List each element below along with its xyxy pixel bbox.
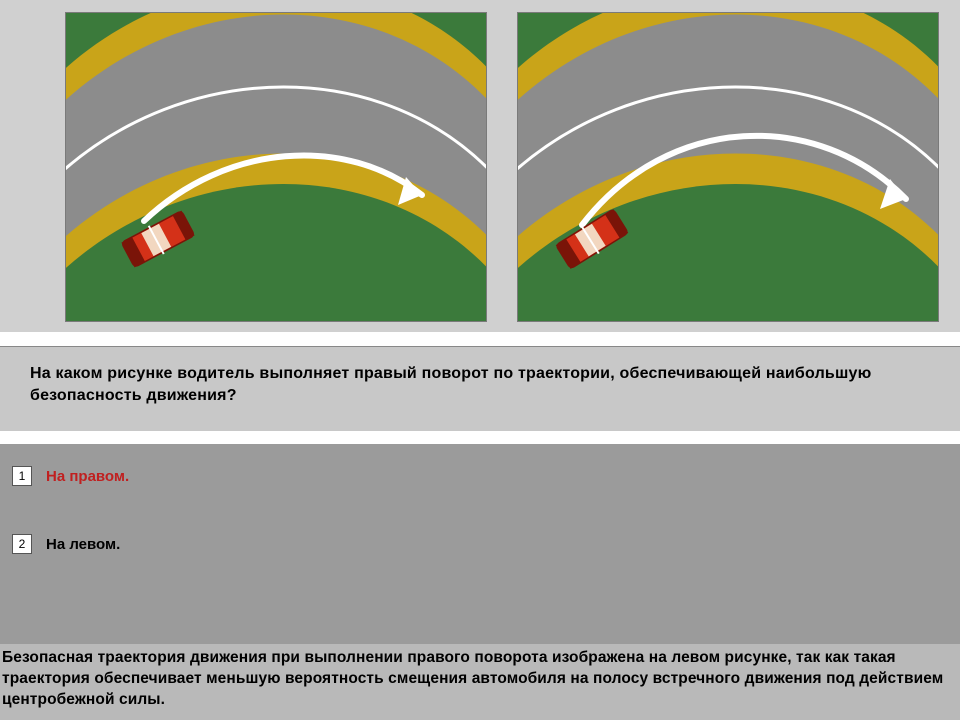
- answers-panel: 1 На правом. 2 На левом.: [0, 444, 960, 644]
- illustration-left: [65, 12, 487, 322]
- answer-option-1[interactable]: 1 На правом.: [12, 466, 960, 486]
- question-text: На каком рисунке водитель выполняет прав…: [0, 347, 960, 406]
- illustrations-row: [0, 0, 960, 344]
- answer-label: На левом.: [46, 536, 120, 553]
- explanation-bar: Безопасная траектория движения при выпол…: [0, 644, 960, 720]
- road-curve-right: [518, 13, 938, 321]
- illustration-right: [517, 12, 939, 322]
- page: На каком рисунке водитель выполняет прав…: [0, 0, 960, 720]
- answer-option-2[interactable]: 2 На левом.: [12, 534, 960, 554]
- question-bar: На каком рисунке водитель выполняет прав…: [0, 346, 960, 431]
- road-curve-left: [66, 13, 486, 321]
- answer-label: На правом.: [46, 468, 129, 485]
- answer-number: 2: [12, 534, 32, 554]
- answer-number: 1: [12, 466, 32, 486]
- explanation-text: Безопасная траектория движения при выпол…: [2, 649, 943, 708]
- divider: [0, 332, 960, 346]
